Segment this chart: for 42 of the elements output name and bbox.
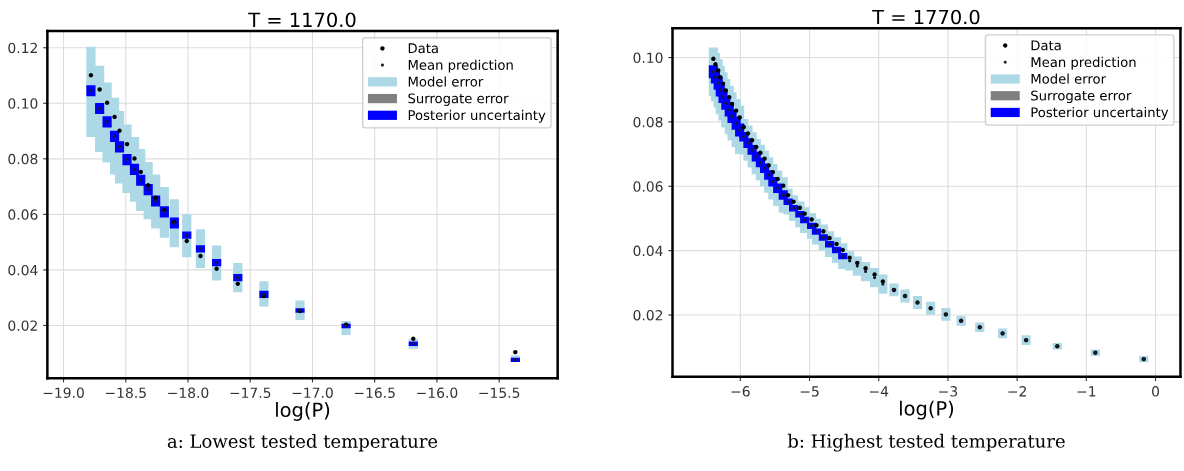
legend-label: Mean prediction [1031,56,1136,70]
x-tick-label: −18.5 [105,387,146,398]
x-axis-title: log(P) [900,400,954,420]
y-tick-label: 0.06 [8,209,38,220]
x-tick-label: −4 [869,386,889,397]
x-tick-label: −19.0 [43,387,84,398]
x-tick-label: −17.0 [292,387,333,398]
y-tick-label: 0.08 [8,153,38,165]
y-tick-label: 0.04 [8,264,38,276]
legend-label: Data [1031,40,1061,51]
legend-label: Posterior uncertainty [408,109,546,123]
text: b: Highest tested temperature [787,433,1065,452]
text: a: Lowest tested temperature [167,434,438,452]
chart-title: T = 1770.0 [872,9,980,25]
x-tick-label: 0 [1152,386,1160,397]
y-tick-label: 0.10 [633,52,663,64]
legend-label: Model error [408,76,484,87]
x-tick-label: −17.5 [230,387,271,398]
x-tick-label: −15.5 [479,387,520,398]
y-tick-label: 0.10 [8,98,38,109]
legend-label: Data [408,43,438,54]
legend-label: Model error [1031,73,1107,84]
x-tick-label: −1 [1077,386,1096,397]
y-tick-label: 0.06 [633,181,663,192]
x-tick-label: −3 [939,386,958,397]
y-tick-label: 0.12 [8,42,37,54]
x-tick-label: −2 [1008,386,1026,397]
x-tick-label: −18.0 [168,387,209,398]
legend-label: Surrogate error [408,93,509,106]
y-tick-label: 0.02 [8,320,37,331]
y-tick-label: 0.08 [633,116,663,128]
x-axis-title: log(P) [276,402,330,421]
x-tick-label: −16.0 [417,387,458,398]
x-tick-label: −5 [800,386,819,397]
legend-label: Mean prediction [408,59,513,73]
x-tick-label: −16.5 [354,387,395,398]
chart-title: T = 1170.0 [248,12,356,28]
y-tick-label: 0.02 [633,309,663,321]
legend-label: Posterior uncertainty [1031,107,1169,120]
legend-label: Surrogate error [1031,90,1132,104]
x-tick-label: −6 [731,386,750,397]
y-tick-label: 0.04 [633,245,663,257]
